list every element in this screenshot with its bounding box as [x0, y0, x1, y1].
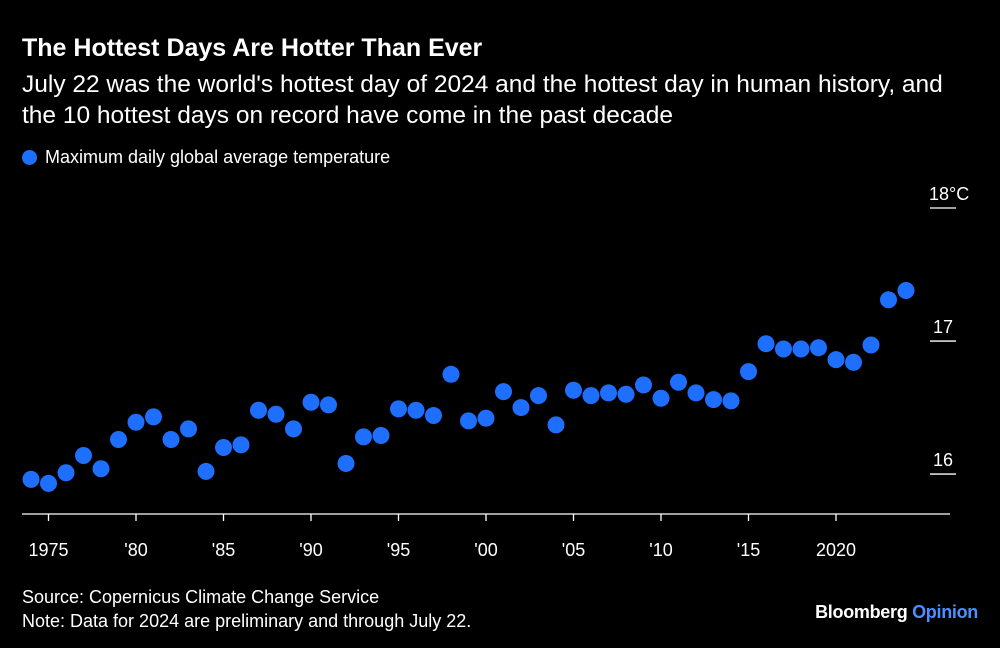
- data-point: [635, 376, 652, 394]
- data-point: [495, 383, 512, 401]
- x-tick-label: '10: [649, 540, 672, 560]
- chart-title: The Hottest Days Are Hotter Than Ever: [22, 34, 483, 62]
- data-point: [40, 474, 57, 492]
- data-point: [180, 420, 197, 438]
- data-point: [57, 464, 75, 482]
- data-point: [775, 340, 792, 358]
- data-point: [722, 392, 740, 410]
- data-point: [442, 365, 460, 383]
- data-point: [652, 389, 670, 407]
- data-point: [757, 335, 775, 353]
- legend-dot-icon: [22, 150, 37, 165]
- data-point: [705, 391, 722, 409]
- data-point: [530, 387, 547, 405]
- data-point: [407, 401, 425, 419]
- x-tick-label: '80: [124, 540, 147, 560]
- legend: Maximum daily global average temperature: [22, 147, 390, 168]
- y-tick-label: 17: [933, 317, 953, 337]
- data-point: [162, 430, 180, 448]
- x-tick-label: '15: [737, 540, 760, 560]
- x-tick-label: '05: [562, 540, 585, 560]
- source-block: Source: Copernicus Climate Change Servic…: [22, 585, 471, 633]
- chart-subtitle: July 22 was the world's hottest day of 2…: [22, 71, 943, 129]
- data-point: [110, 430, 127, 448]
- data-point: [687, 384, 705, 402]
- data-points: [22, 281, 915, 492]
- legend-label: Maximum daily global average temperature: [45, 147, 391, 167]
- data-point: [197, 462, 215, 480]
- data-point: [372, 427, 390, 445]
- data-point: [22, 470, 40, 488]
- data-point: [285, 420, 302, 438]
- x-tick-label: 1975: [28, 540, 68, 560]
- source-text: Source: Copernicus Climate Change Servic…: [22, 587, 380, 607]
- data-point: [127, 413, 145, 431]
- data-point: [547, 416, 565, 434]
- data-point: [845, 353, 862, 371]
- data-point: [512, 399, 530, 417]
- data-point: [92, 460, 110, 478]
- data-point: [390, 400, 407, 418]
- y-gridlines: [930, 207, 956, 475]
- data-point: [232, 436, 250, 454]
- data-point: [460, 412, 477, 430]
- data-point: [267, 405, 285, 423]
- data-point: [897, 281, 915, 299]
- data-point: [425, 407, 442, 425]
- brand-main: Bloomberg: [815, 602, 908, 622]
- data-point: [827, 351, 845, 369]
- x-tick-label: '90: [299, 540, 322, 560]
- data-point: [617, 385, 635, 403]
- data-point: [880, 291, 897, 309]
- y-tick-labels: 18°C 17 16: [929, 184, 969, 470]
- x-tick-label: 2020: [816, 540, 856, 560]
- data-point: [250, 401, 267, 419]
- data-point: [810, 339, 827, 357]
- data-point: [75, 446, 92, 464]
- brand-logo: Bloomberg Opinion: [815, 602, 978, 623]
- data-point: [337, 454, 355, 472]
- x-axis: [22, 513, 950, 521]
- data-point: [565, 381, 582, 399]
- data-point: [600, 384, 617, 402]
- data-point: [215, 438, 232, 456]
- data-point: [302, 393, 320, 411]
- y-tick-label: 18°C: [929, 184, 969, 204]
- data-point: [792, 340, 810, 358]
- x-tick-label: '95: [387, 540, 410, 560]
- x-tick-label: '00: [474, 540, 497, 560]
- y-tick-label: 16: [933, 450, 953, 470]
- x-tick-labels: 1975 '80 '85 '90 '95 '00 '05 '10 '15 2020: [28, 540, 856, 560]
- data-point: [320, 396, 337, 414]
- data-point: [582, 387, 600, 405]
- note-text: Note: Data for 2024 are preliminary and …: [22, 611, 472, 631]
- data-point: [670, 373, 687, 391]
- data-point: [145, 408, 162, 426]
- data-point: [740, 363, 757, 381]
- x-tick-label: '85: [212, 540, 235, 560]
- data-point: [355, 428, 372, 446]
- data-point: [862, 336, 880, 354]
- data-point: [477, 409, 495, 427]
- brand-sub: Opinion: [912, 602, 978, 622]
